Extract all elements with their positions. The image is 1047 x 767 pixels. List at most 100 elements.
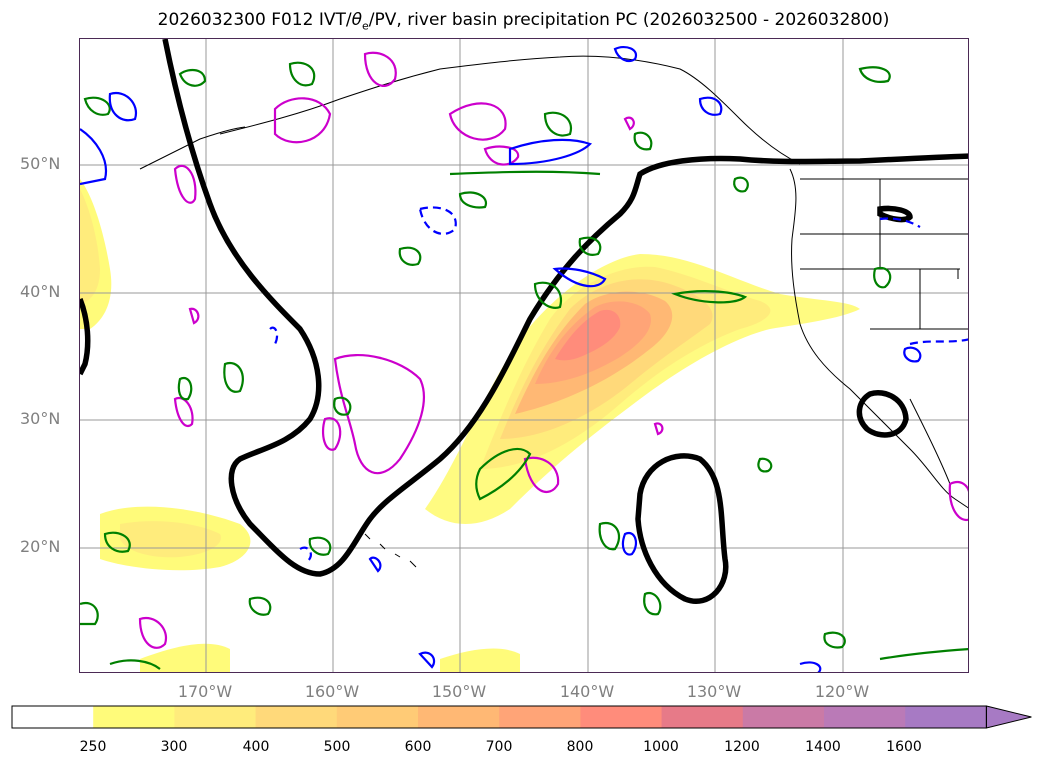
baja-peninsula [909,398,951,485]
lon-label-170w: 170°W [177,682,233,701]
colorbar-segment [905,706,987,728]
green-15 [248,596,272,616]
blue-dash-3 [879,217,921,228]
cbar-label-300: 300 [160,739,188,755]
green-11 [223,361,244,393]
coastlines [139,55,968,568]
pv-small-1 [483,145,520,166]
cbar-label-1400: 1400 [805,739,841,755]
green-17 [643,591,662,616]
green-16 [598,521,621,551]
green-1 [178,68,207,87]
green-6 [458,191,488,209]
green-contours [80,61,968,670]
theta-e-contours [80,39,968,604]
lon-label-130w: 130°W [686,682,742,701]
green-2 [288,61,316,87]
pv-central-2 [321,417,342,451]
theta-e-south-loop [635,453,729,604]
colorbar-segment [255,706,338,728]
blue-8 [418,651,436,669]
lon-label-120w: 120°W [814,682,870,701]
colorbar-segment [824,706,906,728]
pv-small-4 [188,307,200,325]
green-5 [858,66,891,83]
theta-e-ne-blob [877,205,913,223]
colorbar-segment [742,706,825,728]
cbar-label-1000: 1000 [643,739,679,755]
map-panel [79,38,969,673]
pv-small-2 [623,116,635,131]
chart-title: 2026032300 F012 IVT/θe/PV, river basin p… [157,10,890,33]
green-23 [733,176,749,193]
colorbar-segment [93,706,175,728]
pv-south [138,616,168,649]
green-13 [177,376,193,401]
pv-gulf [448,102,507,141]
ivt-bottom-strip [140,643,230,672]
ivt-bottom-strip2 [440,648,520,672]
cbar-label-400: 400 [242,739,270,755]
green-18 [80,601,99,626]
cbar-label-1200: 1200 [724,739,760,755]
colorbar-segment [499,706,581,728]
blue-9 [799,661,822,672]
green-19 [109,659,161,670]
green-25 [578,236,602,256]
green-10 [533,281,563,309]
green-4 [633,131,653,151]
colorbar-segment [336,706,419,728]
green-12 [333,396,352,416]
lon-label-140w: 140°W [559,682,615,701]
pv-east [948,481,968,522]
blue-7 [621,531,638,556]
colorbar-outline [11,705,987,729]
blue-3 [508,138,593,166]
cbar-label-600: 600 [404,739,432,755]
aleutian-chain [139,126,246,170]
pv-west-1 [173,164,197,204]
green-24 [83,96,111,116]
lat-label-50n: 50°N [20,154,61,173]
green-27 [757,457,773,473]
blue-5 [698,96,723,116]
lon-label-150w: 150°W [431,682,487,701]
pv-west-2 [173,396,194,427]
colorbar-extend-arrow [985,705,1032,729]
colorbar-segment [12,706,94,728]
lat-label-30n: 30°N [20,409,61,428]
graticule [80,39,968,672]
lat-label-20n: 20°N [20,537,61,556]
lat-label-40n: 40°N [20,282,61,301]
theta-e-main [162,39,968,577]
blue-1 [108,91,138,122]
west-coast [789,168,968,509]
blue-6 [552,267,607,288]
blue-11 [368,556,382,573]
blue-dash-2 [269,326,279,345]
pv-bering [273,97,332,144]
green-8 [671,290,748,304]
colorbar-segment [418,706,500,728]
green-14 [103,531,131,553]
colorbar-segment [580,706,663,728]
cbar-label-500: 500 [323,739,351,755]
green-20 [879,648,968,661]
cbar-label-700: 700 [485,739,513,755]
pv-small-3 [653,422,664,436]
hawaii-islands [364,533,417,568]
blue-dash-4 [909,338,968,346]
blue-contours [80,45,968,672]
map-canvas [80,39,968,672]
cbar-label-250: 250 [79,739,107,755]
blue-dash-5 [299,546,312,562]
lon-label-160w: 160°W [304,682,360,701]
green-3 [543,111,573,137]
green-7 [449,170,601,176]
cbar-label-800: 800 [566,739,594,755]
ivt-west-edge-inner [80,189,100,304]
pv-north [363,51,397,87]
colorbar [11,705,1032,729]
blue-dash-1 [418,206,457,235]
theta-e-baja-loop [856,390,909,438]
